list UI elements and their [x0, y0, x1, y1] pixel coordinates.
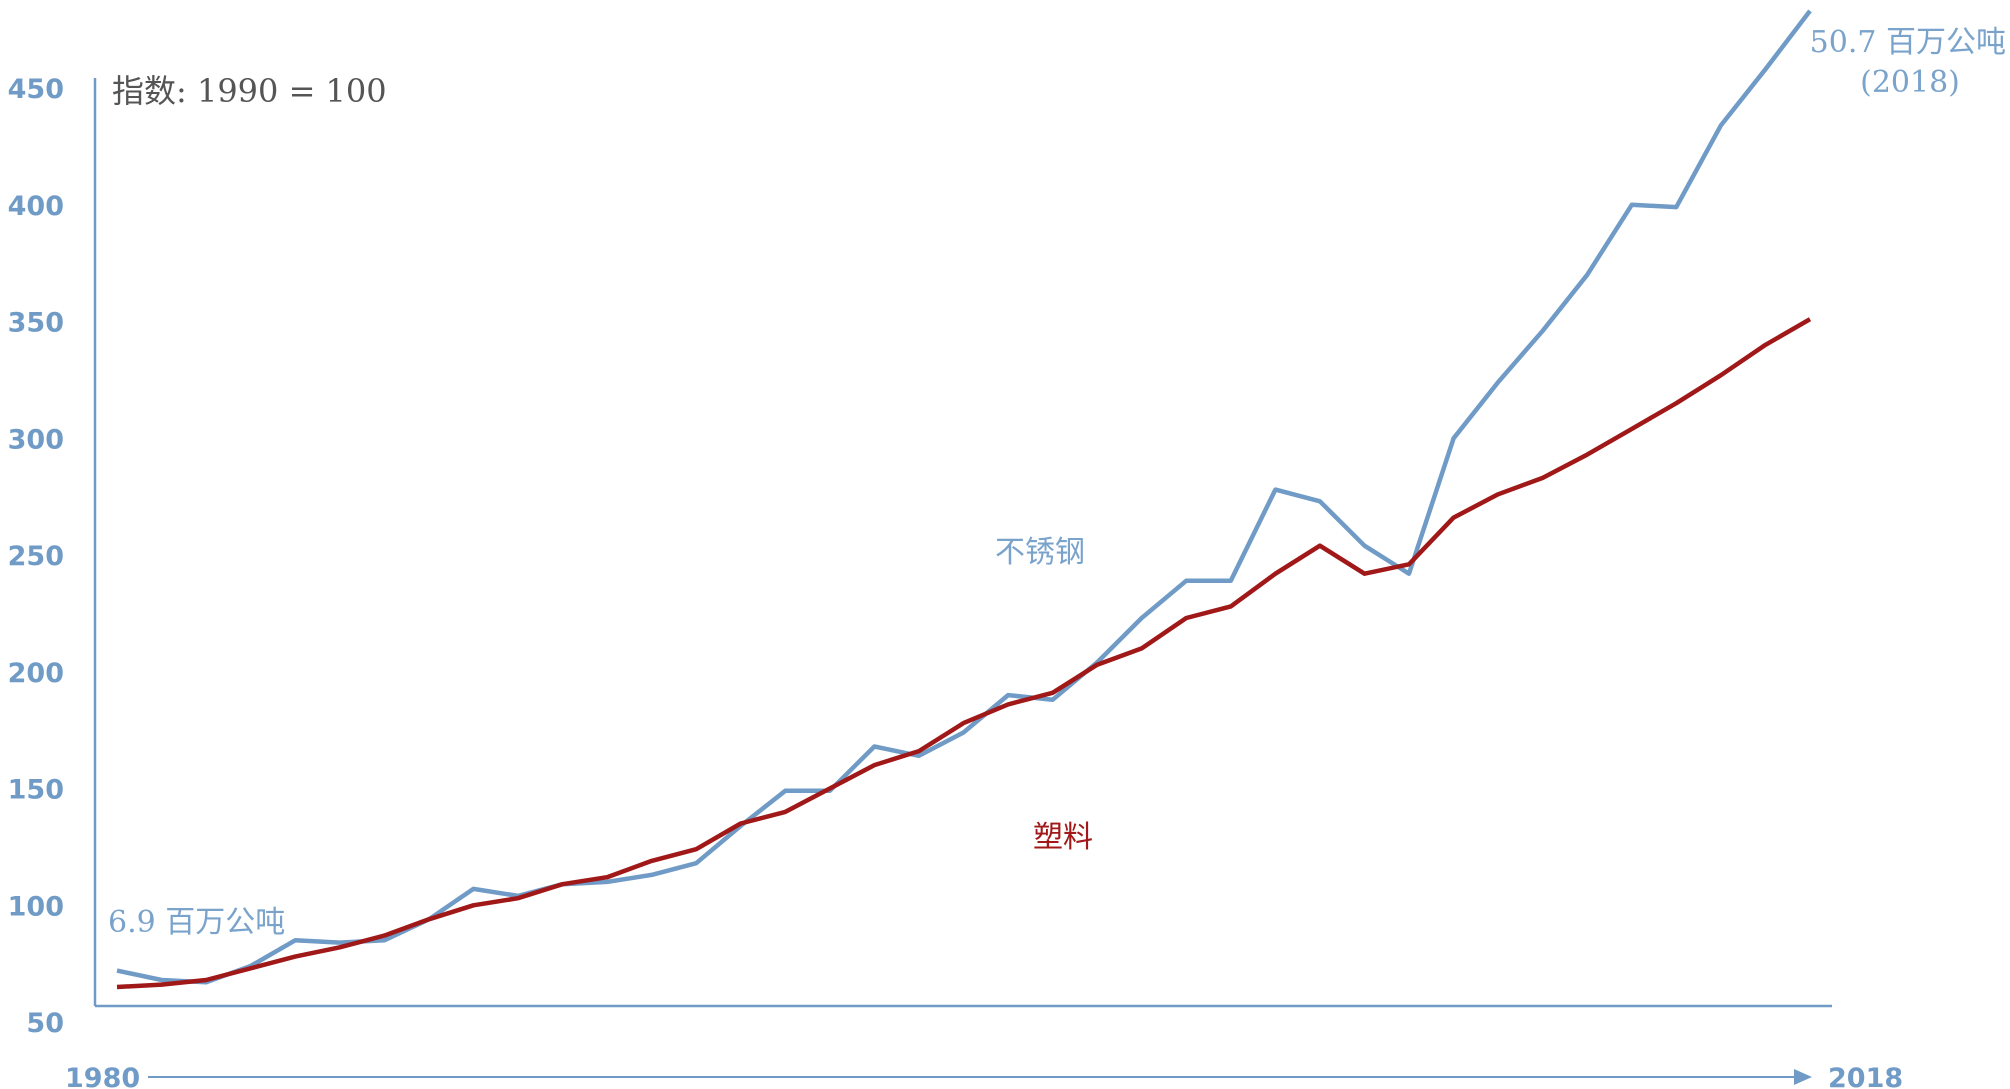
annotation-end-value: 50.7 百万公吨: [1810, 25, 2006, 60]
annotation-start-value: 6.9 百万公吨: [108, 905, 285, 940]
y-tick-labels: 50 100 150 200 250 300 350 400 450: [8, 74, 64, 1039]
series-label-stainless-steel: 不锈钢: [995, 535, 1085, 570]
series-label-plastics: 塑料: [1033, 820, 1093, 855]
x-tick-label-start: 1980: [65, 1063, 140, 1089]
x-tick-label-end: 2018: [1828, 1063, 1903, 1089]
y-tick-label-350: 350: [8, 308, 64, 339]
y-tick-label-50: 50: [26, 1008, 64, 1039]
y-tick-label-400: 400: [8, 191, 64, 222]
y-tick-label-200: 200: [8, 658, 64, 689]
chart-subtitle: 指数: 1990 = 100: [112, 72, 387, 110]
y-tick-label-100: 100: [8, 891, 64, 922]
series-line-plastics: [116, 317, 1812, 990]
y-tick-label-250: 250: [8, 541, 64, 572]
annotation-end-year: (2018): [1860, 65, 1960, 100]
time-arrow-head: [1794, 1069, 1812, 1085]
series-line-stainless-steel: [116, 9, 1812, 985]
y-tick-label-450: 450: [8, 74, 64, 105]
y-tick-label-150: 150: [8, 775, 64, 806]
y-tick-label-300: 300: [8, 424, 64, 455]
